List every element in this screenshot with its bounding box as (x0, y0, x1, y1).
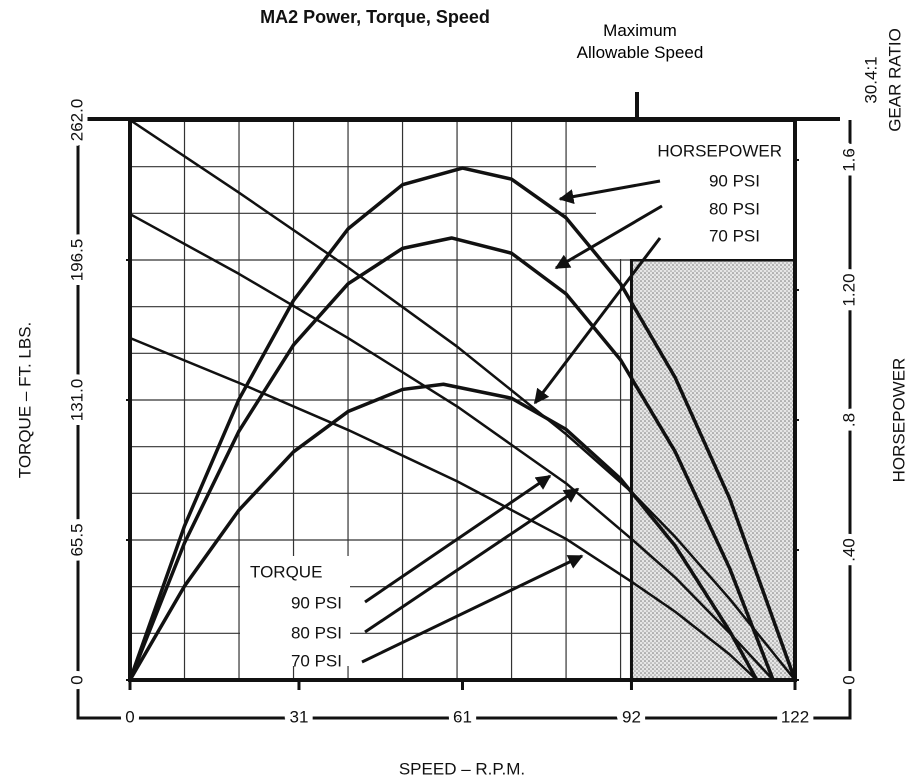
hp-curve (128, 236, 775, 681)
chart-title: MA2 Power, Torque, Speed (260, 7, 490, 27)
annotation: Maximum Allowable Speed (576, 21, 704, 62)
arrow (558, 179, 661, 204)
y-tick-label: 262.0 (67, 99, 86, 142)
x-tick-label: 0 (125, 707, 134, 726)
gear-ratio: 30.4:1 (861, 56, 880, 103)
arrow (364, 474, 552, 604)
hp-legend-box (596, 122, 793, 259)
legend-label: 70 PSI (291, 651, 342, 670)
annotation-box: Maximum Allowable Speed (576, 21, 704, 62)
y2-tick-label: 1.6 (839, 148, 858, 172)
y-tick-label: 131.0 (67, 379, 86, 422)
y2-axis-label: HORSEPOWER (889, 358, 908, 483)
torque-group-label: TORQUE (250, 562, 322, 581)
hp-curve (128, 166, 797, 681)
legend-label: 80 PSI (291, 623, 342, 642)
legend-label: 80 PSI (709, 199, 760, 218)
y-tick-label: 0 (67, 675, 86, 684)
x-axis-label: SPEED – R.P.M. (399, 759, 525, 778)
legend-label: 90 PSI (291, 593, 342, 612)
arrows (361, 179, 663, 664)
arrow (554, 204, 663, 270)
arrow (361, 554, 584, 664)
hp-curve (128, 382, 759, 681)
y-axis-label: TORQUE – FT. LBS. (15, 322, 34, 479)
torque-curve (129, 212, 775, 681)
y2-tick-label: 1.20 (839, 273, 858, 306)
arrow (533, 237, 662, 405)
legend-label: 90 PSI (709, 171, 760, 190)
torque-curve (129, 336, 758, 681)
x-tick-label: 122 (781, 707, 809, 726)
y2-tick-label: .40 (839, 538, 858, 562)
y2-tick-label: 0 (839, 675, 858, 684)
y-tick-label: 196.5 (67, 239, 86, 282)
x-tick-label: 61 (453, 707, 472, 726)
y-tick-label: 65.5 (67, 523, 86, 556)
arrow (364, 487, 580, 634)
lines (128, 118, 797, 681)
gear-ratio-label: GEAR RATIO (885, 28, 904, 132)
x-tick-label: 31 (290, 707, 309, 726)
hp-group-label: HORSEPOWER (657, 141, 782, 160)
torque-curve (129, 118, 796, 681)
x-tick-label: 92 (622, 707, 641, 726)
bottom-axis-rule (76, 700, 852, 720)
y2-tick-label: .8 (839, 413, 858, 427)
legend-label: 70 PSI (709, 226, 760, 245)
torque-legend-box (240, 556, 350, 666)
